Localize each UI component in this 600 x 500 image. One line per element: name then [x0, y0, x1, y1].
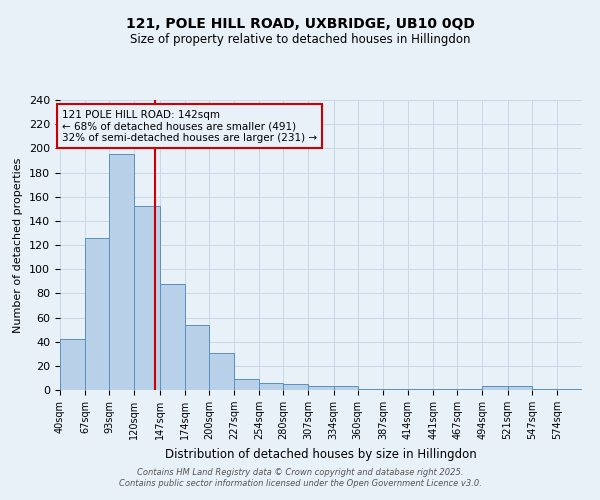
Bar — [408, 389, 433, 390]
Bar — [508, 386, 532, 390]
Bar — [308, 386, 334, 390]
Bar — [482, 386, 508, 390]
Text: Size of property relative to detached houses in Hillingdon: Size of property relative to detached ho… — [130, 32, 470, 46]
Bar — [383, 389, 408, 390]
Text: 121 POLE HILL ROAD: 142sqm
← 68% of detached houses are smaller (491)
32% of sem: 121 POLE HILL ROAD: 142sqm ← 68% of deta… — [62, 110, 317, 143]
Text: Contains HM Land Registry data © Crown copyright and database right 2025.
Contai: Contains HM Land Registry data © Crown c… — [119, 468, 481, 487]
Bar — [85, 238, 109, 390]
Bar — [109, 154, 134, 390]
Bar — [259, 383, 283, 390]
Bar — [185, 325, 209, 390]
Bar — [557, 389, 582, 390]
Bar — [334, 386, 358, 390]
Text: 121, POLE HILL ROAD, UXBRIDGE, UB10 0QD: 121, POLE HILL ROAD, UXBRIDGE, UB10 0QD — [125, 18, 475, 32]
Bar — [532, 389, 557, 390]
Bar — [457, 389, 482, 390]
Bar — [433, 389, 457, 390]
Bar — [134, 206, 160, 390]
Bar — [358, 389, 383, 390]
Bar — [234, 379, 259, 390]
X-axis label: Distribution of detached houses by size in Hillingdon: Distribution of detached houses by size … — [165, 448, 477, 460]
Bar — [60, 339, 85, 390]
Bar — [209, 352, 234, 390]
Y-axis label: Number of detached properties: Number of detached properties — [13, 158, 23, 332]
Bar — [283, 384, 308, 390]
Bar — [160, 284, 185, 390]
